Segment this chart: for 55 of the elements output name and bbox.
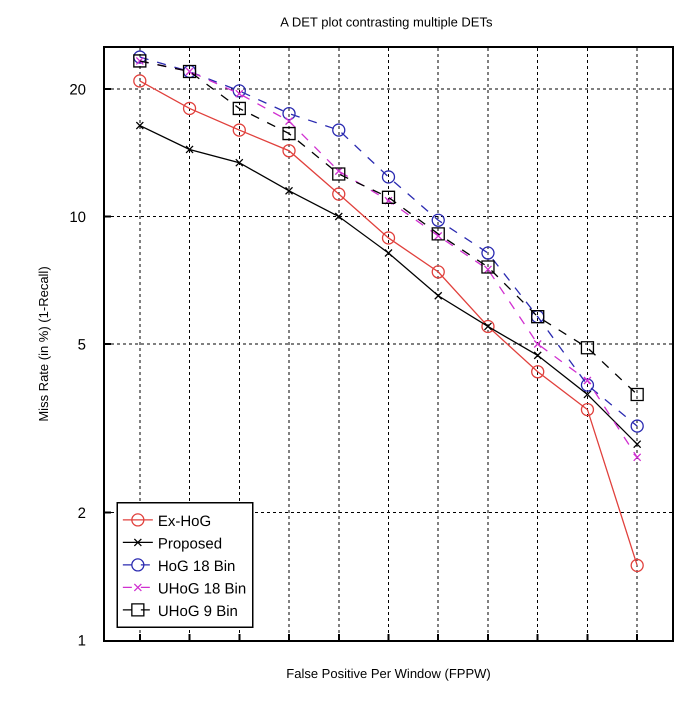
point — [580, 378, 594, 392]
point — [534, 351, 542, 360]
chart-title: A DET plot contrasting multiple DETs — [280, 14, 493, 30]
point — [534, 340, 542, 348]
x-axis-title: False Positive Per Window (FPPW) — [286, 666, 491, 682]
y-tick-label: 20 — [69, 81, 86, 98]
point — [432, 214, 445, 227]
point — [284, 116, 294, 126]
point — [580, 402, 594, 416]
point — [481, 320, 495, 334]
point — [434, 292, 442, 300]
point — [630, 558, 644, 572]
point — [282, 106, 296, 120]
point — [382, 170, 396, 184]
legend-label: Proposed — [158, 535, 222, 552]
point — [583, 390, 592, 399]
point — [284, 186, 294, 195]
point — [182, 102, 196, 116]
point — [382, 190, 396, 204]
point — [133, 50, 146, 64]
point — [630, 388, 644, 402]
point — [332, 187, 346, 201]
point — [630, 419, 644, 433]
legend-label: HoG 18 Bin — [158, 558, 236, 575]
point — [633, 440, 642, 448]
legend-label: UHoG 9 Bin — [158, 602, 238, 620]
point — [282, 126, 296, 140]
y-tick-label: 2 — [78, 504, 86, 522]
legend-label: Ex-HoG — [158, 512, 212, 530]
point — [332, 167, 346, 181]
y-axis-title: Miss Rate (in %) (1-Recall) — [36, 266, 51, 422]
point — [382, 231, 396, 245]
point — [133, 74, 146, 88]
point — [633, 453, 642, 462]
point — [481, 260, 495, 274]
point — [432, 227, 445, 241]
y-tick-label: 10 — [69, 208, 86, 226]
point — [531, 365, 544, 378]
point — [232, 102, 246, 116]
point — [384, 248, 393, 258]
point — [136, 121, 144, 130]
point — [133, 54, 146, 68]
point — [282, 144, 296, 158]
point — [235, 158, 244, 167]
point — [232, 123, 246, 137]
point — [334, 212, 343, 221]
legend-label: UHoG 18 Bin — [158, 580, 246, 598]
point — [185, 145, 194, 154]
point — [432, 265, 445, 279]
y-tick-label: 1 — [78, 632, 86, 650]
point — [232, 84, 246, 98]
y-tick-label: 5 — [78, 336, 86, 354]
point — [580, 341, 594, 354]
point — [481, 246, 495, 260]
point — [332, 123, 346, 137]
